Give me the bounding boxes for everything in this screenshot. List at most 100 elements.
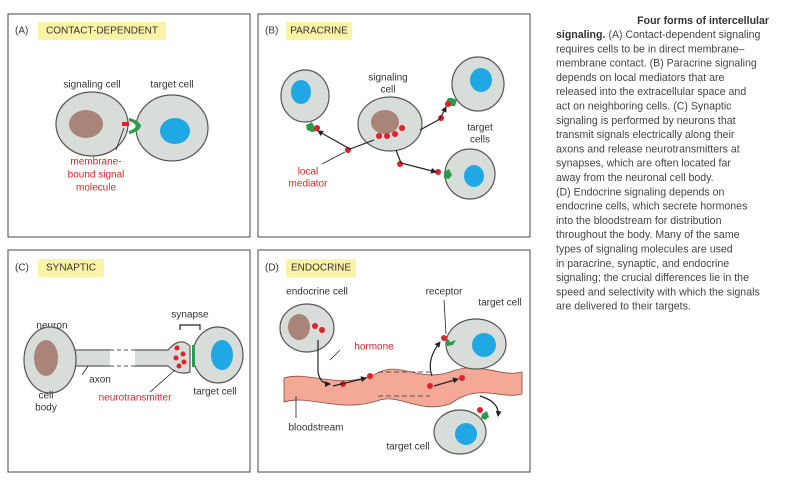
label: cell: [380, 85, 395, 96]
caption-line: synapses, which are often located far: [556, 158, 731, 170]
receptor: [129, 118, 141, 134]
label: local: [298, 167, 319, 178]
label: membrane-: [70, 157, 121, 168]
axon: [70, 341, 191, 374]
caption-line: into the bloodstream for distribution: [556, 215, 722, 227]
label: target cell: [478, 298, 521, 309]
label: target cell: [150, 80, 193, 91]
caption-title: signaling.: [556, 29, 605, 41]
label: target: [467, 123, 493, 134]
nucleus: [211, 340, 233, 370]
label: mediator: [289, 179, 329, 190]
title-tag: [38, 259, 104, 277]
caption-line: away from the neuronal cell body.: [556, 172, 714, 184]
panel-frame: [257, 249, 531, 473]
nucleus: [288, 314, 310, 340]
arrow: [317, 340, 331, 387]
terminal: [168, 343, 189, 373]
label: molecule: [76, 183, 116, 194]
caption-line: depends on local mediators that are: [556, 72, 725, 84]
nucleus: [464, 165, 484, 187]
panel-d: (D) ENDOCRINE endocrine cell receptor ta…: [257, 249, 531, 473]
hormone: [459, 375, 465, 381]
caption-line: speed and selectivity with which the sig…: [556, 286, 760, 298]
label: signaling cell: [63, 80, 120, 91]
caption-line: throughout the body. Many of the same: [556, 229, 740, 241]
caption-line: transmit signals electrically along thei…: [556, 129, 735, 141]
label: cells: [470, 135, 490, 146]
label: body: [35, 403, 57, 414]
caption-line: axons and release neurotransmitters at: [556, 143, 740, 155]
panel-letter: (C): [15, 263, 29, 274]
panel-title: SYNAPTIC: [46, 263, 96, 274]
label: endocrine cell: [286, 287, 348, 298]
arrow: [419, 106, 447, 131]
arrow: [317, 130, 375, 150]
receptor: [192, 345, 195, 367]
label: hormone: [354, 342, 394, 353]
neurotransmitter: [181, 359, 187, 365]
label: target cell: [386, 442, 429, 453]
leader: [115, 127, 125, 151]
panel-frame: [257, 13, 531, 238]
label: axon: [89, 375, 111, 386]
arrow: [479, 395, 502, 417]
nucleus: [470, 68, 492, 92]
panel-letter: (B): [265, 26, 278, 37]
caption-line: signaling is performed by neurons that: [556, 115, 736, 127]
caption-line: in paracrine, synaptic, and endocrine: [556, 258, 729, 270]
caption-line: are delivered to their targets.: [556, 301, 691, 313]
caption-line: (D) Endocrine signaling depends on: [556, 186, 725, 198]
panel-frame: [7, 249, 251, 473]
mediator: [445, 101, 451, 107]
receptor: [481, 411, 489, 420]
label: bloodstream: [288, 423, 343, 434]
panel-a: (A) CONTACT-DEPENDENT signaling cell tar…: [7, 13, 251, 238]
label: receptor: [426, 287, 463, 298]
leader: [321, 151, 346, 165]
neurotransmitter: [173, 355, 179, 361]
arrow: [433, 377, 459, 387]
caption-line: signaling; the crucial differences lie i…: [556, 272, 749, 284]
hormone: [441, 335, 447, 341]
caption-line: types of signaling molecules are used: [556, 244, 733, 256]
receptor: [446, 336, 456, 346]
nucleus: [34, 340, 58, 376]
neurotransmitter: [176, 363, 182, 369]
mediator: [384, 133, 390, 139]
receptor: [444, 169, 452, 179]
neurotransmitter: [180, 351, 186, 357]
nucleus: [455, 423, 477, 445]
hormone: [427, 383, 433, 389]
leader: [329, 349, 341, 361]
panel-title: PARACRINE: [290, 26, 348, 37]
label: neurotransmitter: [99, 393, 172, 404]
panel-b: (B) PARACRINE signaling cell target cell…: [257, 13, 531, 238]
title-tag: [38, 22, 166, 40]
mediator: [314, 125, 320, 131]
caption-line: (A) Contact-dependent signaling: [608, 29, 760, 41]
axon-fill: [135, 351, 169, 365]
hormone: [319, 327, 325, 333]
caption-line: released into the extracellular space an…: [556, 86, 746, 98]
mediator: [397, 161, 403, 167]
nucleus: [291, 80, 311, 104]
axon-gap: [110, 349, 135, 367]
caption-line: requires cells to be in direct membrane–: [556, 43, 745, 55]
bracket: [179, 324, 201, 330]
caption: Four forms of intercellular signaling. (…: [556, 15, 769, 313]
signal-molecule: [122, 122, 129, 126]
arrow: [332, 376, 367, 387]
label: cell: [38, 391, 53, 402]
panel-title: CONTACT-DEPENDENT: [46, 26, 158, 37]
panel-letter: (A): [15, 26, 28, 37]
arrow: [395, 149, 437, 174]
caption-line: act on neighboring cells. (C) Synaptic: [556, 101, 732, 113]
bloodstream: [283, 367, 523, 408]
title-tag: [286, 259, 356, 277]
axon-fill: [70, 351, 110, 365]
panel-c: (C) SYNAPTIC neuron synapse axon cell bo…: [7, 249, 251, 473]
leader: [443, 299, 447, 335]
panel-frame: [7, 13, 251, 238]
